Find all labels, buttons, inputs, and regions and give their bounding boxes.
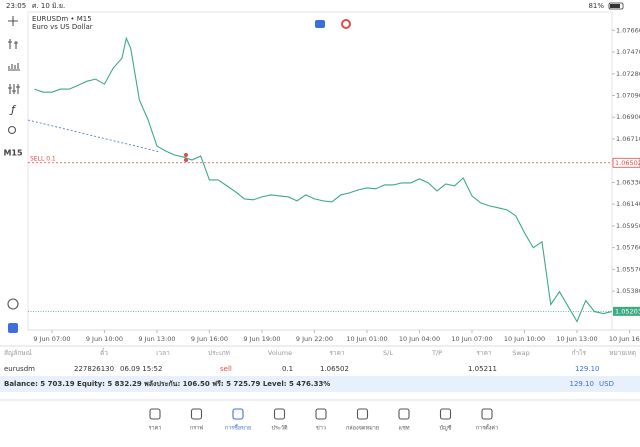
order-label: SELL 0.1	[30, 155, 56, 162]
price-series	[34, 36, 612, 323]
tab-icon[interactable]	[356, 408, 369, 420]
x-tick-label: 9 Jun 13:00	[138, 335, 175, 343]
battery-icon	[608, 2, 624, 10]
column-header: T/P	[431, 349, 442, 357]
cell-type: sell	[220, 365, 232, 373]
order-price-label: 1.06502	[615, 159, 640, 167]
column-header: หมายเหตุ	[609, 349, 636, 357]
trade-marker	[184, 153, 188, 157]
y-tick-label: 1.06710	[616, 135, 640, 143]
account-currency: USD	[599, 380, 614, 388]
cell-ticket: 227826130	[74, 365, 114, 373]
one-click-tool[interactable]	[8, 323, 18, 333]
trade-marker	[184, 158, 188, 162]
order-price-box	[612, 157, 640, 168]
chart-title: EURUSDm • M15	[32, 15, 92, 23]
tab-icon[interactable]	[315, 408, 327, 420]
chart-subtitle: Euro vs US Dollar	[32, 23, 93, 31]
y-tick-label: 1.05570	[616, 265, 640, 273]
timeframe-label[interactable]: M15	[3, 149, 23, 158]
column-header: Volume	[268, 349, 292, 357]
x-tick-label: 10 Jun 07:00	[451, 335, 492, 343]
account-bar	[0, 376, 640, 392]
y-tick-label: 1.07470	[616, 48, 640, 56]
account-profit: 129.10	[570, 380, 595, 388]
settings-tool[interactable]	[8, 84, 20, 94]
tab-icon[interactable]	[273, 408, 286, 420]
cell-symbol: eurusdm	[4, 365, 35, 373]
battery-level	[610, 4, 620, 8]
x-tick-label: 10 Jun 13:00	[556, 335, 597, 343]
tab-label[interactable]: ราคา	[149, 426, 162, 432]
tab-label[interactable]: แชท	[399, 425, 410, 432]
cell-profit: 129.10	[575, 365, 600, 373]
account-summary: Balance: 5 703.19 Equity: 5 832.29 พลังป…	[4, 380, 330, 388]
x-tick-label: 10 Jun 16:00	[609, 335, 640, 343]
tab-label[interactable]: บัญชี	[440, 425, 452, 432]
y-tick-label: 1.07280	[616, 70, 640, 78]
chart-type-tool[interactable]	[8, 39, 18, 49]
y-tick-label: 1.05380	[616, 287, 640, 295]
tab-label[interactable]: การตั้งค่า	[476, 424, 498, 432]
column-header: ประเภท	[208, 349, 230, 357]
cell-open-price: 1.06502	[320, 365, 349, 373]
tab-label[interactable]: กล่องจดหมาย	[346, 426, 379, 432]
y-tick-label: 1.06140	[616, 200, 640, 208]
x-tick-label: 10 Jun 10:00	[504, 335, 545, 343]
tab-label[interactable]: ประวัติ	[271, 425, 287, 432]
tab-icon[interactable]	[190, 408, 203, 420]
indicator-button[interactable]	[341, 19, 351, 29]
trade-history-line	[27, 119, 161, 153]
status-battery: 81%	[588, 2, 604, 10]
column-header: เวลา	[156, 349, 170, 357]
tab-icon[interactable]	[481, 408, 493, 420]
y-tick-label: 1.07660	[616, 26, 640, 34]
quick-trade-tool[interactable]	[7, 298, 19, 310]
trade-button[interactable]	[315, 20, 325, 28]
price-label: 1.05203	[615, 307, 640, 315]
tab-label[interactable]: การซื้อขาย	[225, 424, 251, 432]
price-box	[613, 306, 640, 316]
tab-label[interactable]: กราฟ	[190, 425, 203, 432]
tab-icon[interactable]	[149, 408, 161, 420]
tab-icon[interactable]	[398, 408, 410, 420]
x-tick-label: 9 Jun 22:00	[296, 335, 333, 343]
x-tick-label: 10 Jun 04:00	[399, 335, 440, 343]
crosshair-tool[interactable]	[8, 16, 18, 26]
x-tick-label: 9 Jun 10:00	[86, 335, 123, 343]
function-tool[interactable]: ƒ	[9, 103, 17, 116]
object-tool[interactable]	[7, 125, 17, 135]
x-tick-label: 9 Jun 07:00	[33, 335, 70, 343]
y-tick-label: 1.05760	[616, 244, 640, 252]
cell-volume: 0.1	[282, 365, 293, 373]
tab-icon[interactable]	[232, 408, 244, 420]
tab-label[interactable]: ข่าว	[316, 426, 326, 432]
status-time: 23:05	[6, 2, 26, 10]
toolbar: ƒ M15	[3, 16, 23, 333]
column-header: ตั๋ว	[100, 348, 108, 357]
column-header: ราคา	[329, 349, 344, 357]
x-tick-label: 10 Jun 01:00	[346, 335, 387, 343]
cell-current-price: 1.05211	[468, 365, 497, 373]
x-tick-label: 9 Jun 16:00	[191, 335, 228, 343]
tab-icon[interactable]	[439, 408, 452, 420]
x-tick-label: 9 Jun 19:00	[243, 335, 280, 343]
column-header: S/L	[383, 349, 393, 357]
column-header: Swap	[512, 349, 530, 357]
indicator-tool[interactable]	[8, 63, 20, 71]
y-tick-label: 1.05950	[616, 222, 640, 230]
column-header: กำไร	[572, 349, 587, 357]
y-tick-label: 1.06330	[616, 178, 640, 186]
y-tick-label: 1.06900	[616, 113, 640, 121]
status-date: ศ. 10 มิ.ย.	[32, 2, 65, 10]
column-header: ราคา	[476, 349, 491, 357]
column-header: สัญลักษณ์	[4, 349, 32, 357]
y-tick-label: 1.07090	[616, 92, 640, 100]
cell-time: 06.09 15:52	[120, 365, 162, 373]
